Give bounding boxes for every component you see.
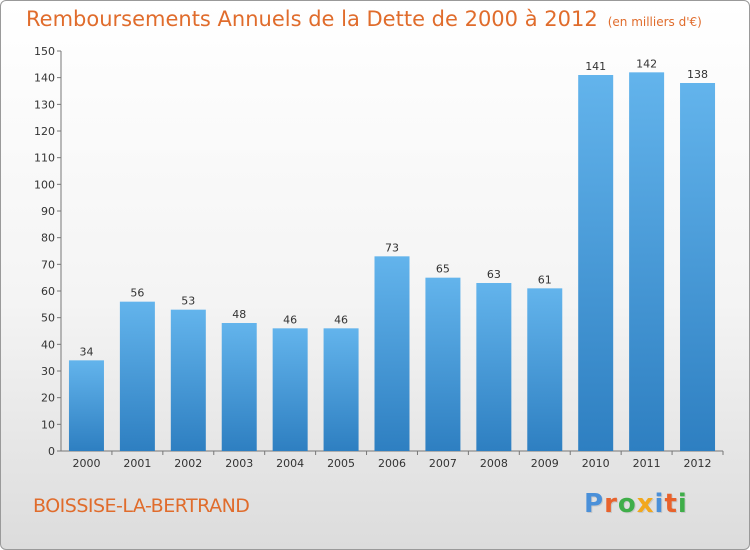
x-tick-label: 2003 [225,457,253,470]
x-tick-label: 2001 [123,457,151,470]
bar [272,328,308,451]
data-label: 34 [79,345,93,358]
y-tick-label: 150 [34,45,55,58]
y-tick-label: 10 [41,418,55,431]
bar [476,283,512,451]
data-label: 141 [585,60,606,73]
y-tick-label: 50 [41,312,55,325]
x-tick-label: 2000 [72,457,100,470]
x-tick-label: 2009 [531,457,559,470]
bar [374,256,410,451]
data-label: 56 [130,287,144,300]
data-label: 53 [181,295,195,308]
x-tick-label: 2005 [327,457,355,470]
data-label: 46 [283,313,297,326]
x-tick-label: 2010 [582,457,610,470]
y-tick-label: 20 [41,392,55,405]
data-label: 73 [385,241,399,254]
commune-name: BOISSISE-LA-BERTRAND [33,495,250,517]
data-labels: 34 56 53 48 46 46 73 65 63 61 141 142 138 [79,57,708,358]
logo-letter: P [584,489,605,519]
x-tick-label: 2004 [276,457,304,470]
x-tick-label: 2012 [684,457,712,470]
logo-letter: x [636,489,655,519]
chart-unit: (en milliers d'€) [607,15,702,29]
chart-title-text: Remboursements Annuels de la Dette de 20… [26,7,598,31]
x-tick-label: 2006 [378,457,406,470]
y-tick-label: 80 [41,232,55,245]
data-label: 142 [636,57,657,70]
logo-letter: i [654,489,665,519]
bars [68,72,716,451]
y-tick-label: 100 [34,178,55,191]
y-tick-label: 90 [41,205,55,218]
logo-letter: i [677,489,688,519]
data-label: 63 [487,268,501,281]
bar [119,301,155,451]
chart-title: Remboursements Annuels de la Dette de 20… [26,7,702,31]
y-tick-label: 120 [34,125,55,138]
y-tick-label: 40 [41,338,55,351]
x-tick-label: 2002 [174,457,202,470]
data-label: 46 [334,313,348,326]
bar [221,323,257,451]
y-tick-label: 140 [34,72,55,85]
bar [629,72,665,451]
proxiti-logo: Proxiti [584,489,688,519]
bar [527,288,563,451]
y-tick-label: 0 [48,445,55,458]
x-tick-label: 2008 [480,457,508,470]
y-tick-label: 30 [41,365,55,378]
x-tick-label: 2007 [429,457,457,470]
data-label: 65 [436,263,450,276]
y-tick-label: 110 [34,152,55,165]
bar [680,83,716,451]
bar [68,360,104,451]
bar [323,328,359,451]
x-tick-label: 2011 [633,457,661,470]
bar [425,277,461,451]
bar [170,309,206,451]
data-label: 138 [687,68,708,81]
y-tick-label: 130 [34,98,55,111]
bar [578,75,614,451]
y-tick-label: 60 [41,285,55,298]
data-label: 61 [538,273,552,286]
axes: 0 10 20 30 40 50 60 70 80 90 100 110 120 130 140 150 200… [34,45,724,470]
logo-letter: t [664,489,678,519]
y-tick-label: 70 [41,258,55,271]
data-label: 48 [232,308,246,321]
logo-letter: r [604,489,618,519]
logo-letter: o [617,489,637,519]
